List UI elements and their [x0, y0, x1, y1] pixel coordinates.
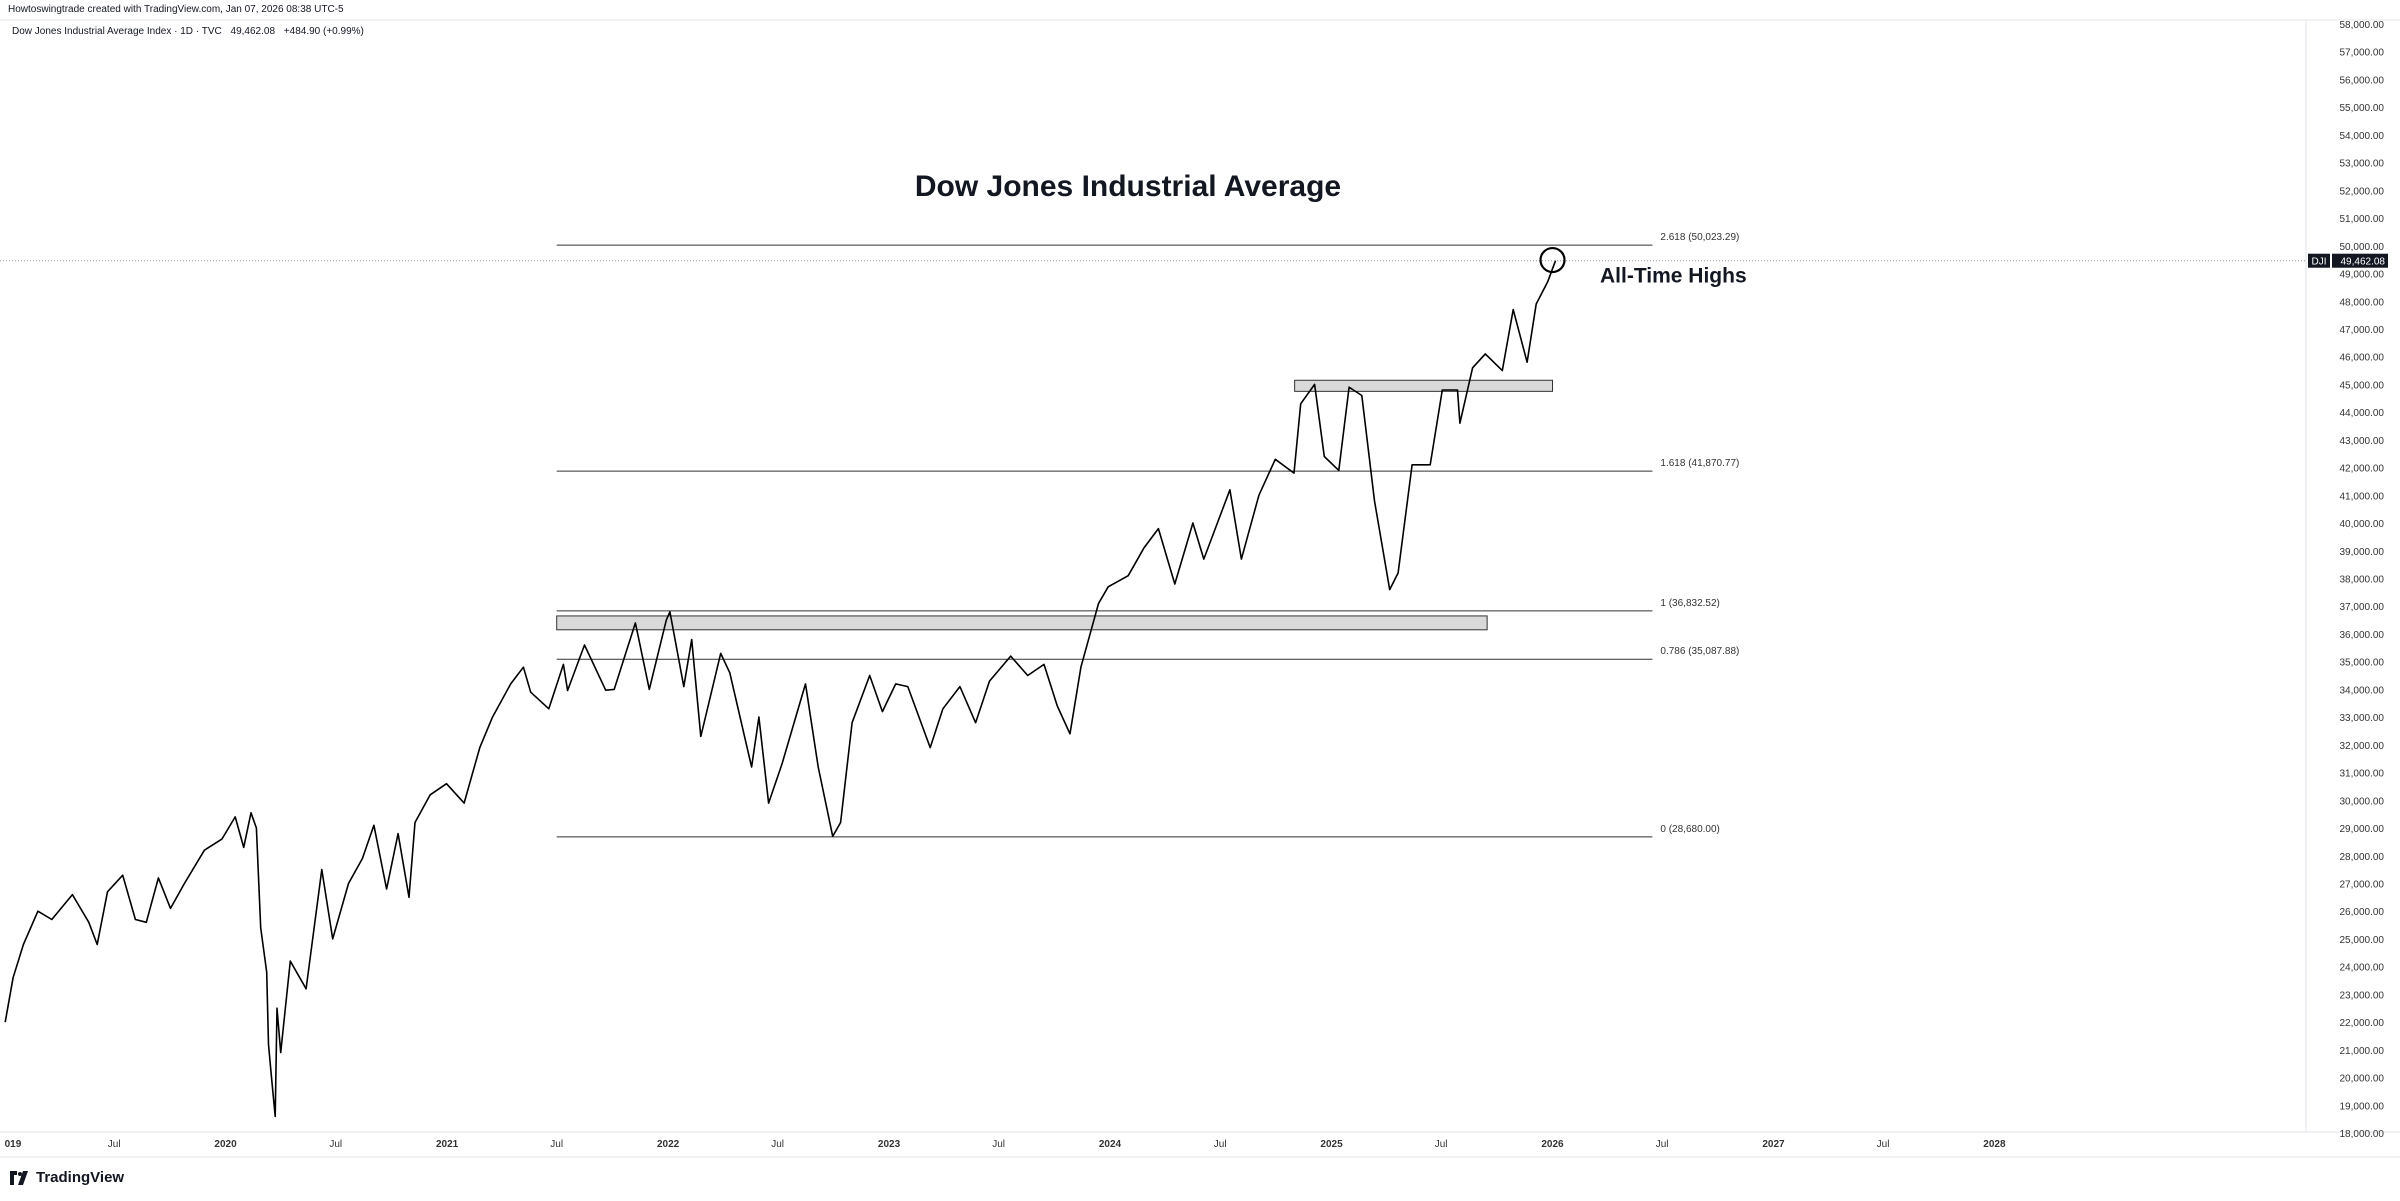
price-axis-label: 57,000.00 — [2340, 48, 2385, 59]
price-axis-label: 34,000.00 — [2340, 685, 2385, 696]
price-axis-label: 27,000.00 — [2340, 879, 2385, 890]
price-axis-label: 26,000.00 — [2340, 907, 2385, 918]
time-axis-label: Jul — [329, 1139, 342, 1150]
last-price: 49,462.08 — [230, 26, 276, 37]
fib-level-label: 0 (28,680.00) — [1660, 824, 1720, 835]
price-axis-label: 55,000.00 — [2340, 103, 2385, 114]
symbol-tag-bg — [2308, 253, 2330, 268]
price-axis-label: 54,000.00 — [2340, 131, 2385, 142]
time-axis-label: 2021 — [436, 1139, 459, 1150]
time-axis-label: 019 — [5, 1139, 22, 1150]
dji-price-line — [4, 260, 1557, 1118]
price-axis-label: 40,000.00 — [2340, 519, 2385, 530]
time-axis-label: Jul — [1656, 1139, 1669, 1150]
price-axis-label: 49,000.00 — [2340, 270, 2385, 281]
time-axis-label: Jul — [550, 1139, 563, 1150]
price-axis-label: 21,000.00 — [2340, 1046, 2385, 1057]
price-axis-label: 42,000.00 — [2340, 464, 2385, 475]
price-axis-label: 41,000.00 — [2340, 491, 2385, 502]
time-axis-label: Jul — [771, 1139, 784, 1150]
symbol-name: Dow Jones Industrial Average Index · 1D … — [12, 26, 222, 37]
time-axis-label: Jul — [992, 1139, 1005, 1150]
price-axis-label: 28,000.00 — [2340, 852, 2385, 863]
time-axis-label: Jul — [1877, 1139, 1890, 1150]
all-time-highs-annotation[interactable]: All-Time Highs — [1600, 265, 1747, 288]
price-axis-label: 24,000.00 — [2340, 963, 2385, 974]
price-axis-label: 50,000.00 — [2340, 242, 2385, 253]
brand-name: TradingView — [36, 1169, 125, 1186]
support-zone-rect[interactable] — [556, 615, 1488, 631]
price-tag-bg — [2332, 253, 2388, 268]
price-axis-label: 47,000.00 — [2340, 325, 2385, 336]
chart-credit-text: Howtoswingtrade created with TradingView… — [8, 4, 344, 15]
price-axis-label: 48,000.00 — [2340, 297, 2385, 308]
price-change: +484.90 (+0.99%) — [283, 26, 364, 37]
price-axis-label: 45,000.00 — [2340, 380, 2385, 391]
price-axis-label: 29,000.00 — [2340, 824, 2385, 835]
symbol-tag-text: DJI — [2312, 257, 2327, 268]
price-axis-label: 56,000.00 — [2340, 75, 2385, 86]
price-axis-label: 25,000.00 — [2340, 935, 2385, 946]
price-axis-label: 23,000.00 — [2340, 990, 2385, 1001]
fib-level-label: 1 (36,832.52) — [1660, 598, 1720, 609]
price-axis-label: 52,000.00 — [2340, 186, 2385, 197]
price-axis-label: 53,000.00 — [2340, 159, 2385, 170]
tradingview-brand[interactable]: TradingView — [8, 1169, 124, 1186]
price-axis-label: 44,000.00 — [2340, 408, 2385, 419]
chart-title: Dow Jones Industrial Average — [915, 170, 1341, 203]
series-layer — [4, 260, 1557, 1118]
price-axis-label: 18,000.00 — [2340, 1129, 2385, 1140]
time-axis-label: 2024 — [1099, 1139, 1122, 1150]
price-axis-label: 39,000.00 — [2340, 547, 2385, 558]
price-axis-label: 30,000.00 — [2340, 796, 2385, 807]
price-axis-label: 51,000.00 — [2340, 214, 2385, 225]
price-axis[interactable]: 58,000.00 57,000.00 56,000.00 55,000.00 54,0… — [2340, 20, 2385, 1140]
support-zones — [556, 379, 1554, 631]
price-axis-label: 37,000.00 — [2340, 602, 2385, 613]
price-axis-label: 32,000.00 — [2340, 741, 2385, 752]
time-axis-label: 2022 — [657, 1139, 680, 1150]
time-axis[interactable]: 019 Jul 2020 Jul 2021 Jul 2022 Jul 2023 Jul 2024 Ju… — [5, 1139, 2006, 1150]
time-axis-label: 2026 — [1541, 1139, 1564, 1150]
support-zone-rect[interactable] — [1294, 379, 1554, 392]
price-axis-label: 58,000.00 — [2340, 20, 2385, 31]
price-axis-label: 33,000.00 — [2340, 713, 2385, 724]
time-axis-label: Jul — [1214, 1139, 1227, 1150]
symbol-legend: Dow Jones Industrial Average Index · 1D … — [12, 26, 370, 37]
price-axis-label: 38,000.00 — [2340, 575, 2385, 586]
price-axis-label: 22,000.00 — [2340, 1018, 2385, 1029]
fib-extension[interactable]: 2.618 (50,023.29) 1.618 (41,870.77) 1 (36,… — [556, 232, 1740, 838]
time-axis-label: Jul — [108, 1139, 121, 1150]
price-axis-label: 20,000.00 — [2340, 1074, 2385, 1085]
time-axis-label: 2028 — [1983, 1139, 2006, 1150]
price-axis-label: 46,000.00 — [2340, 353, 2385, 364]
price-axis-label: 36,000.00 — [2340, 630, 2385, 641]
price-axis-label: 31,000.00 — [2340, 769, 2385, 780]
fib-level-label: 0.786 (35,087.88) — [1660, 646, 1739, 657]
price-axis-label: 43,000.00 — [2340, 436, 2385, 447]
overlay-layer: DJI 49,462.08 All-Time Highs — [0, 246, 2388, 288]
tradingview-logo-icon — [10, 1170, 28, 1185]
price-axis-label: 35,000.00 — [2340, 658, 2385, 669]
time-axis-label: 2027 — [1762, 1139, 1785, 1150]
time-axis-label: Jul — [1435, 1139, 1448, 1150]
time-axis-label: 2023 — [878, 1139, 901, 1150]
price-axis-label: 19,000.00 — [2340, 1101, 2385, 1112]
time-axis-label: 2025 — [1320, 1139, 1343, 1150]
fib-level-label: 1.618 (41,870.77) — [1660, 458, 1739, 469]
all-time-high-circle[interactable] — [1539, 246, 1566, 274]
time-axis-label: 2020 — [214, 1139, 237, 1150]
last-price-tag[interactable]: DJI 49,462.08 — [2308, 253, 2388, 268]
fib-level-label: 2.618 (50,023.29) — [1660, 232, 1739, 243]
price-tag-text: 49,462.08 — [2341, 257, 2386, 268]
